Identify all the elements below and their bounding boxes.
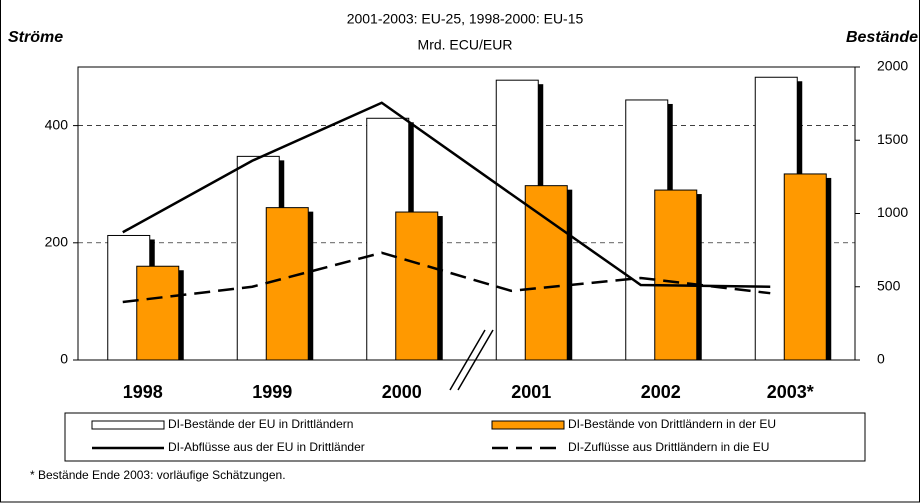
x-tick-label: 1998 <box>123 382 163 402</box>
bar-shadow <box>696 194 702 360</box>
legend-label: DI-Abflüsse aus der EU in Drittländer <box>168 440 365 454</box>
subtitle: 2001-2003: EU-25, 1998-2000: EU-15 <box>347 11 584 27</box>
y-axis-label: Ströme <box>8 29 63 46</box>
bar-shadow <box>178 270 184 360</box>
legend-box <box>64 412 866 462</box>
bar <box>654 189 698 361</box>
x-tick-label: 2003* <box>767 382 814 402</box>
x-tick-label: 2001 <box>511 382 551 402</box>
x-tick-label: 2000 <box>382 382 422 402</box>
bar <box>524 185 568 361</box>
bar <box>783 173 827 361</box>
bar <box>265 207 309 361</box>
footnote: * Bestände Ende 2003: vorläufige Schätzu… <box>30 468 286 482</box>
y-tick-label: 400 <box>45 116 69 132</box>
bar <box>395 211 439 361</box>
legend-swatch <box>91 420 165 430</box>
bar-shadow <box>567 189 573 360</box>
bar-shadow <box>308 211 314 360</box>
y2-tick-label: 0 <box>877 351 885 367</box>
y-tick-label: 0 <box>60 351 68 367</box>
y2-tick-label: 2000 <box>877 58 908 74</box>
y-tick-label: 200 <box>45 234 69 250</box>
axis-break <box>449 329 494 391</box>
y2-axis-label: Bestände <box>846 29 918 46</box>
line <box>122 251 771 304</box>
legend-label: DI-Bestände von Drittländern in der EU <box>568 417 776 431</box>
line <box>122 101 771 288</box>
legend-swatch <box>491 420 565 430</box>
x-tick-label: 2002 <box>641 382 681 402</box>
y2-tick-label: 1500 <box>877 131 908 147</box>
subtitle: Mrd. ECU/EUR <box>418 37 513 53</box>
y2-tick-label: 1000 <box>877 204 908 220</box>
y2-tick-label: 500 <box>877 277 901 293</box>
x-tick-label: 1999 <box>252 382 292 402</box>
legend-label: DI-Zuflüsse aus Drittländern in die EU <box>568 440 769 454</box>
bar-shadow <box>826 177 832 360</box>
bar-shadow <box>437 216 443 360</box>
legend-label: DI-Bestände der EU in Drittländern <box>168 417 353 431</box>
bar <box>136 265 180 361</box>
